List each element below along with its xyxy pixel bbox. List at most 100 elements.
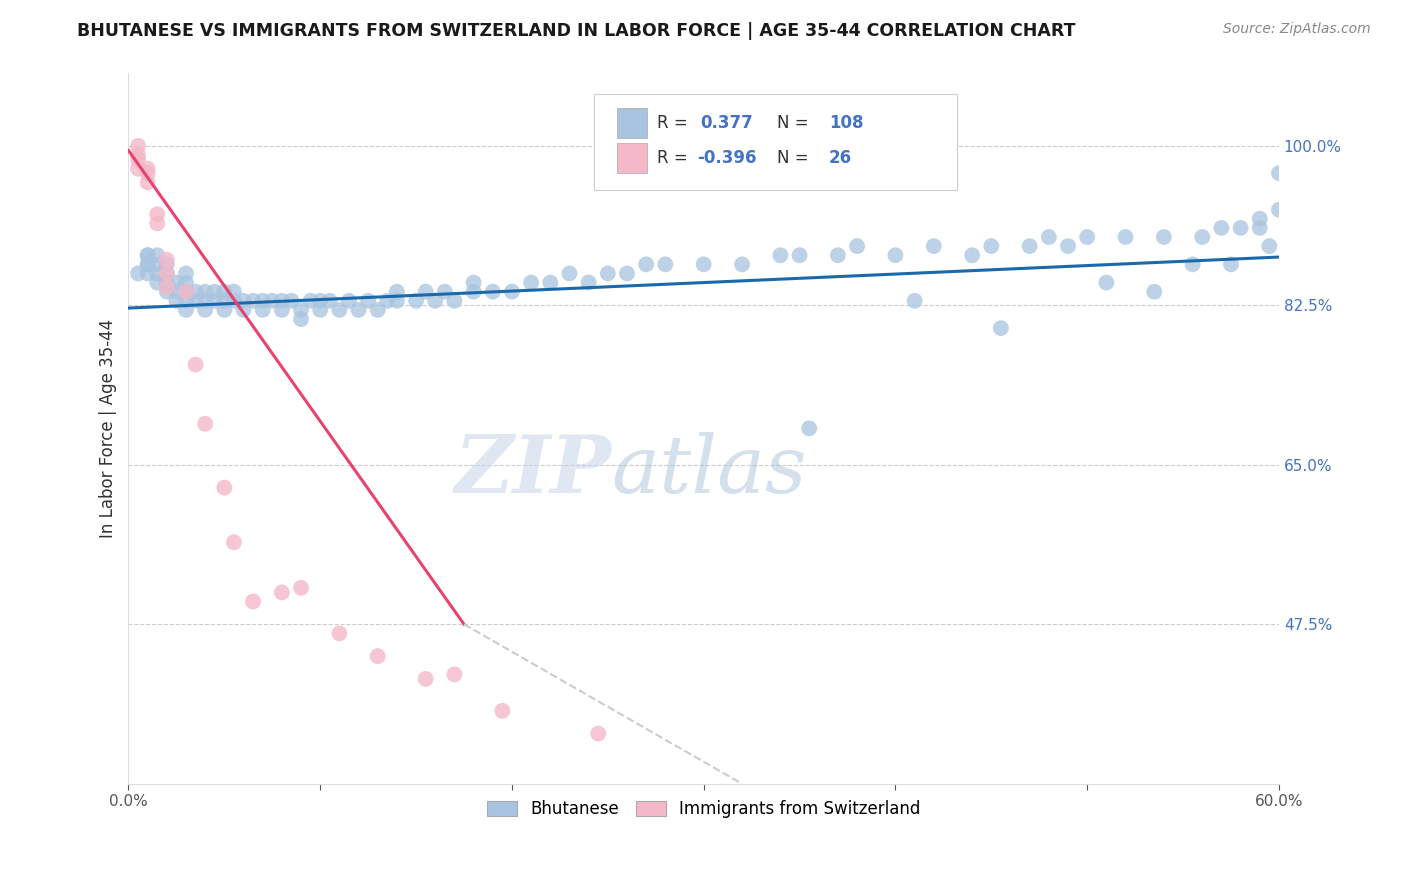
Point — [165, 276, 187, 290]
Point — [1076, 230, 1098, 244]
Point — [309, 302, 332, 317]
Point — [922, 239, 945, 253]
Point — [846, 239, 869, 253]
Point — [367, 302, 389, 317]
Point — [1057, 239, 1080, 253]
Point — [242, 594, 264, 608]
Point — [1115, 230, 1137, 244]
Point — [692, 257, 714, 271]
Point — [290, 312, 312, 326]
Point — [1018, 239, 1040, 253]
Point — [1258, 239, 1281, 253]
Point — [270, 302, 292, 317]
Legend: Bhutanese, Immigrants from Switzerland: Bhutanese, Immigrants from Switzerland — [481, 794, 927, 825]
Point — [636, 257, 658, 271]
Point — [1181, 257, 1204, 271]
Text: Source: ZipAtlas.com: Source: ZipAtlas.com — [1223, 22, 1371, 37]
Point — [463, 285, 485, 299]
Point — [328, 626, 350, 640]
Point — [789, 248, 811, 262]
Text: -0.396: -0.396 — [697, 149, 756, 168]
Point — [262, 293, 284, 308]
Point — [1211, 220, 1233, 235]
Point — [222, 285, 245, 299]
Point — [425, 293, 447, 308]
Point — [1249, 211, 1271, 226]
Point — [290, 581, 312, 595]
Point — [491, 704, 513, 718]
Point — [309, 293, 332, 308]
Point — [769, 248, 792, 262]
Point — [156, 252, 179, 267]
Point — [405, 293, 427, 308]
Point — [194, 293, 217, 308]
Point — [214, 285, 236, 299]
Point — [232, 293, 254, 308]
Point — [127, 267, 149, 281]
Point — [367, 649, 389, 664]
Point — [1268, 166, 1291, 180]
Point — [156, 276, 179, 290]
Point — [194, 285, 217, 299]
Point — [252, 293, 274, 308]
Point — [194, 302, 217, 317]
Point — [1038, 230, 1060, 244]
Point — [501, 285, 523, 299]
Point — [980, 239, 1002, 253]
Point — [146, 276, 169, 290]
FancyBboxPatch shape — [617, 108, 647, 137]
Point — [136, 267, 159, 281]
Point — [232, 302, 254, 317]
Text: N =: N = — [778, 149, 814, 168]
Point — [578, 276, 600, 290]
Point — [799, 421, 821, 435]
Point — [960, 248, 983, 262]
Point — [136, 248, 159, 262]
Point — [904, 293, 927, 308]
Point — [222, 293, 245, 308]
Point — [884, 248, 907, 262]
Point — [481, 285, 503, 299]
Point — [1220, 257, 1243, 271]
Point — [385, 293, 408, 308]
Point — [184, 285, 207, 299]
Point — [616, 267, 638, 281]
Point — [194, 417, 217, 431]
Point — [136, 257, 159, 271]
Point — [433, 285, 456, 299]
Point — [1249, 220, 1271, 235]
Text: R =: R = — [657, 114, 693, 132]
Point — [463, 276, 485, 290]
Point — [290, 302, 312, 317]
Point — [415, 285, 437, 299]
Y-axis label: In Labor Force | Age 35-44: In Labor Force | Age 35-44 — [100, 318, 117, 538]
Point — [156, 257, 179, 271]
Point — [136, 161, 159, 176]
Point — [214, 302, 236, 317]
Point — [156, 280, 179, 294]
Point — [337, 293, 360, 308]
Point — [357, 293, 380, 308]
Point — [827, 248, 849, 262]
Point — [136, 166, 159, 180]
Point — [174, 293, 197, 308]
Text: BHUTANESE VS IMMIGRANTS FROM SWITZERLAND IN LABOR FORCE | AGE 35-44 CORRELATION : BHUTANESE VS IMMIGRANTS FROM SWITZERLAND… — [77, 22, 1076, 40]
Point — [174, 302, 197, 317]
FancyBboxPatch shape — [595, 95, 957, 190]
Point — [204, 293, 226, 308]
Point — [127, 148, 149, 162]
Point — [136, 175, 159, 189]
Point — [558, 267, 581, 281]
Point — [146, 248, 169, 262]
Point — [1268, 202, 1291, 217]
Text: N =: N = — [778, 114, 814, 132]
Point — [165, 293, 187, 308]
Point — [1143, 285, 1166, 299]
Point — [299, 293, 322, 308]
Point — [174, 285, 197, 299]
Point — [443, 667, 465, 681]
Point — [156, 285, 179, 299]
Text: R =: R = — [657, 149, 693, 168]
Point — [990, 321, 1012, 335]
Point — [156, 267, 179, 281]
